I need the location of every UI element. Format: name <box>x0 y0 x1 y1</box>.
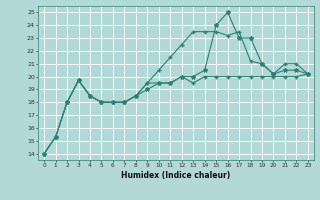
X-axis label: Humidex (Indice chaleur): Humidex (Indice chaleur) <box>121 171 231 180</box>
